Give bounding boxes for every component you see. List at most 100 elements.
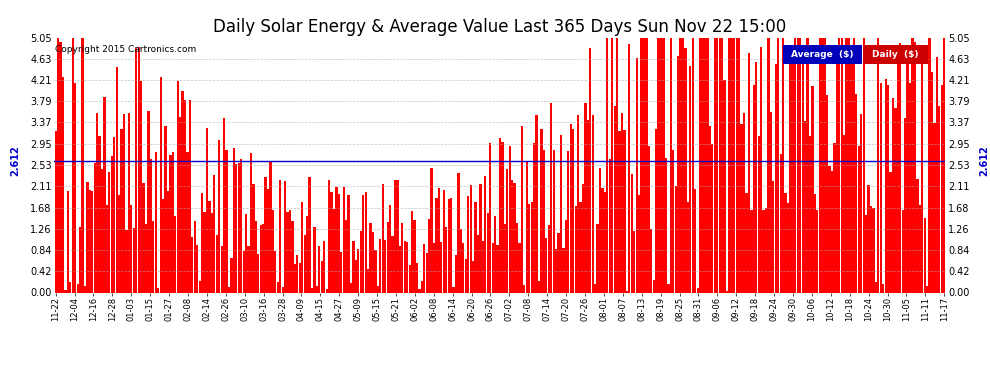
Bar (865, 215, 867, 292)
Bar (103, 97, 106, 292)
Bar (352, 240, 354, 292)
Bar (750, 210, 752, 292)
Bar (779, 154, 782, 292)
Bar (477, 236, 479, 292)
Bar (589, 48, 591, 292)
Bar (94, 163, 96, 292)
Bar (524, 285, 526, 292)
Bar (454, 255, 457, 292)
Bar (897, 48, 899, 292)
Bar (736, 38, 738, 292)
Bar (521, 126, 523, 292)
Bar (867, 185, 869, 292)
Bar (939, 106, 940, 292)
Bar (228, 287, 230, 292)
Bar (199, 281, 201, 292)
Bar (845, 38, 847, 292)
Bar (797, 38, 799, 292)
Bar (870, 206, 872, 292)
Bar (572, 129, 574, 292)
Bar (567, 151, 569, 292)
Bar (98, 136, 101, 292)
Bar (318, 246, 321, 292)
Bar (259, 225, 261, 292)
Bar (745, 194, 747, 292)
Bar (596, 224, 599, 292)
Bar (839, 38, 841, 292)
Bar (74, 83, 76, 292)
Bar (692, 38, 694, 292)
Bar (579, 202, 582, 292)
Bar (189, 100, 191, 292)
Bar (647, 146, 650, 292)
Bar (384, 240, 386, 292)
Text: 2.612: 2.612 (979, 145, 989, 176)
Bar (186, 152, 189, 292)
Bar (904, 118, 906, 292)
Bar (135, 48, 138, 292)
Bar (126, 230, 128, 292)
Bar (504, 224, 506, 292)
Bar (872, 208, 874, 292)
Bar (709, 126, 711, 292)
Bar (909, 83, 911, 292)
Bar (206, 128, 208, 292)
Bar (662, 38, 664, 292)
Bar (96, 113, 98, 292)
Bar (799, 38, 801, 292)
Bar (850, 54, 852, 292)
Bar (309, 177, 311, 292)
Bar (489, 143, 491, 292)
Bar (677, 56, 679, 292)
Bar (469, 185, 472, 292)
Bar (372, 232, 374, 292)
Bar (231, 258, 233, 292)
Bar (118, 195, 120, 292)
Bar (541, 129, 543, 292)
Bar (249, 153, 252, 292)
Bar (479, 184, 481, 292)
Bar (391, 236, 394, 292)
Bar (926, 285, 929, 292)
Bar (721, 38, 724, 292)
Bar (755, 62, 757, 292)
Bar (921, 50, 924, 292)
Bar (482, 241, 484, 292)
Bar (543, 150, 545, 292)
Bar (459, 229, 462, 292)
Bar (739, 38, 741, 292)
Bar (313, 227, 316, 292)
Bar (652, 280, 654, 292)
Bar (847, 38, 850, 292)
Bar (777, 38, 779, 292)
Bar (464, 260, 467, 292)
Bar (336, 188, 338, 292)
Bar (374, 250, 376, 292)
Bar (428, 219, 431, 292)
Bar (169, 155, 171, 292)
Bar (499, 138, 501, 292)
Bar (826, 95, 829, 292)
Text: Copyright 2015 Cartronics.com: Copyright 2015 Cartronics.com (55, 45, 197, 54)
Bar (354, 260, 357, 292)
Bar (934, 123, 936, 292)
Bar (347, 195, 349, 292)
Bar (213, 176, 216, 292)
FancyBboxPatch shape (783, 45, 861, 64)
Bar (472, 261, 474, 292)
Bar (747, 53, 750, 292)
Bar (689, 66, 691, 292)
Bar (61, 77, 64, 292)
Bar (757, 136, 760, 292)
Bar (133, 228, 135, 292)
Bar (284, 181, 286, 292)
Bar (238, 163, 240, 292)
Bar (655, 129, 657, 292)
Bar (191, 237, 193, 292)
Bar (86, 182, 88, 292)
Bar (423, 244, 426, 292)
Bar (181, 91, 184, 292)
Bar (552, 150, 554, 292)
Bar (438, 188, 440, 292)
Bar (338, 194, 340, 292)
